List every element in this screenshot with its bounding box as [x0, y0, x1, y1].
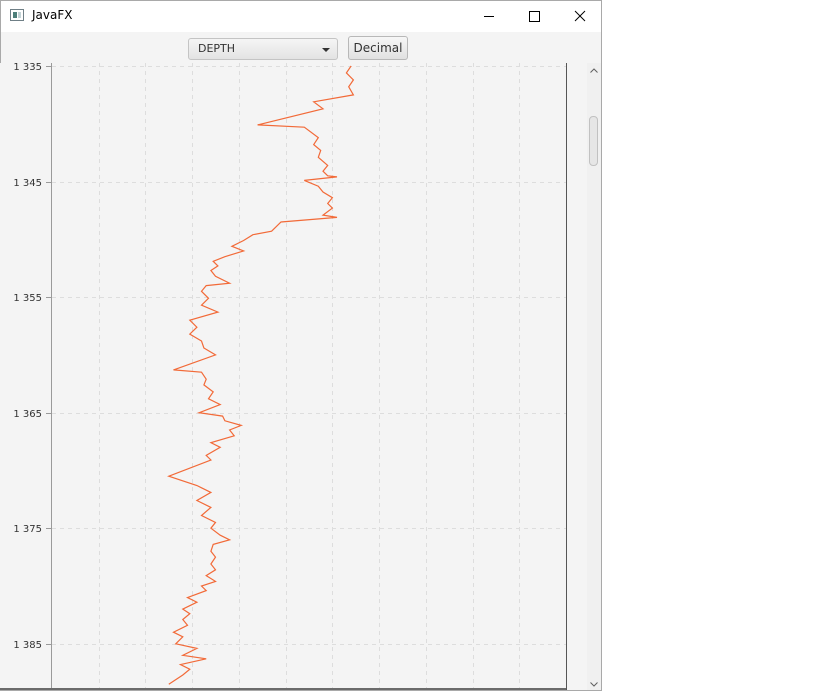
chevron-up-icon — [587, 64, 601, 78]
scroll-thumb[interactable] — [589, 116, 598, 166]
scroll-down-button[interactable] — [587, 676, 601, 690]
window-title: JavaFX — [32, 8, 72, 22]
decimal-button[interactable]: Decimal — [348, 36, 408, 60]
chart-area: 1 335 1 345 1 355 1 365 1 375 1 385 — [0, 63, 566, 690]
y-tick-label: 1 335 — [13, 63, 42, 73]
maximize-button[interactable] — [511, 1, 557, 32]
combobox-value: DEPTH — [198, 42, 235, 55]
chart-border-bottom — [0, 688, 566, 690]
y-tick-label: 1 345 — [13, 178, 42, 189]
toolbar: DEPTH Decimal — [1, 32, 601, 65]
y-tick-label: 1 365 — [13, 409, 42, 420]
y-tick-label: 1 375 — [13, 524, 42, 535]
minimize-icon — [466, 1, 512, 32]
chevron-down-icon — [322, 48, 330, 52]
scroll-up-button[interactable] — [587, 63, 601, 77]
maximize-icon — [511, 1, 557, 32]
vertical-scrollbar[interactable] — [587, 63, 601, 690]
app-window-icon — [10, 9, 24, 21]
chart-border-right — [566, 63, 567, 690]
title-bar[interactable]: JavaFX — [1, 1, 601, 32]
chevron-down-icon — [587, 677, 601, 691]
close-button[interactable] — [557, 1, 602, 32]
close-icon — [557, 1, 602, 32]
minimize-button[interactable] — [466, 1, 512, 32]
y-tick-label: 1 355 — [13, 293, 42, 304]
y-tick-label: 1 385 — [13, 640, 42, 651]
depth-line-chart: 1 335 1 345 1 355 1 365 1 375 1 385 — [0, 63, 566, 690]
chart-left-edge — [0, 63, 2, 690]
depth-curve-line — [169, 66, 354, 684]
curve-select-combobox[interactable]: DEPTH — [188, 38, 338, 60]
